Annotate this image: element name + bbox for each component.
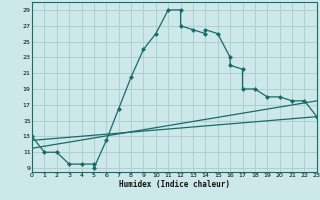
X-axis label: Humidex (Indice chaleur): Humidex (Indice chaleur) <box>119 180 230 189</box>
